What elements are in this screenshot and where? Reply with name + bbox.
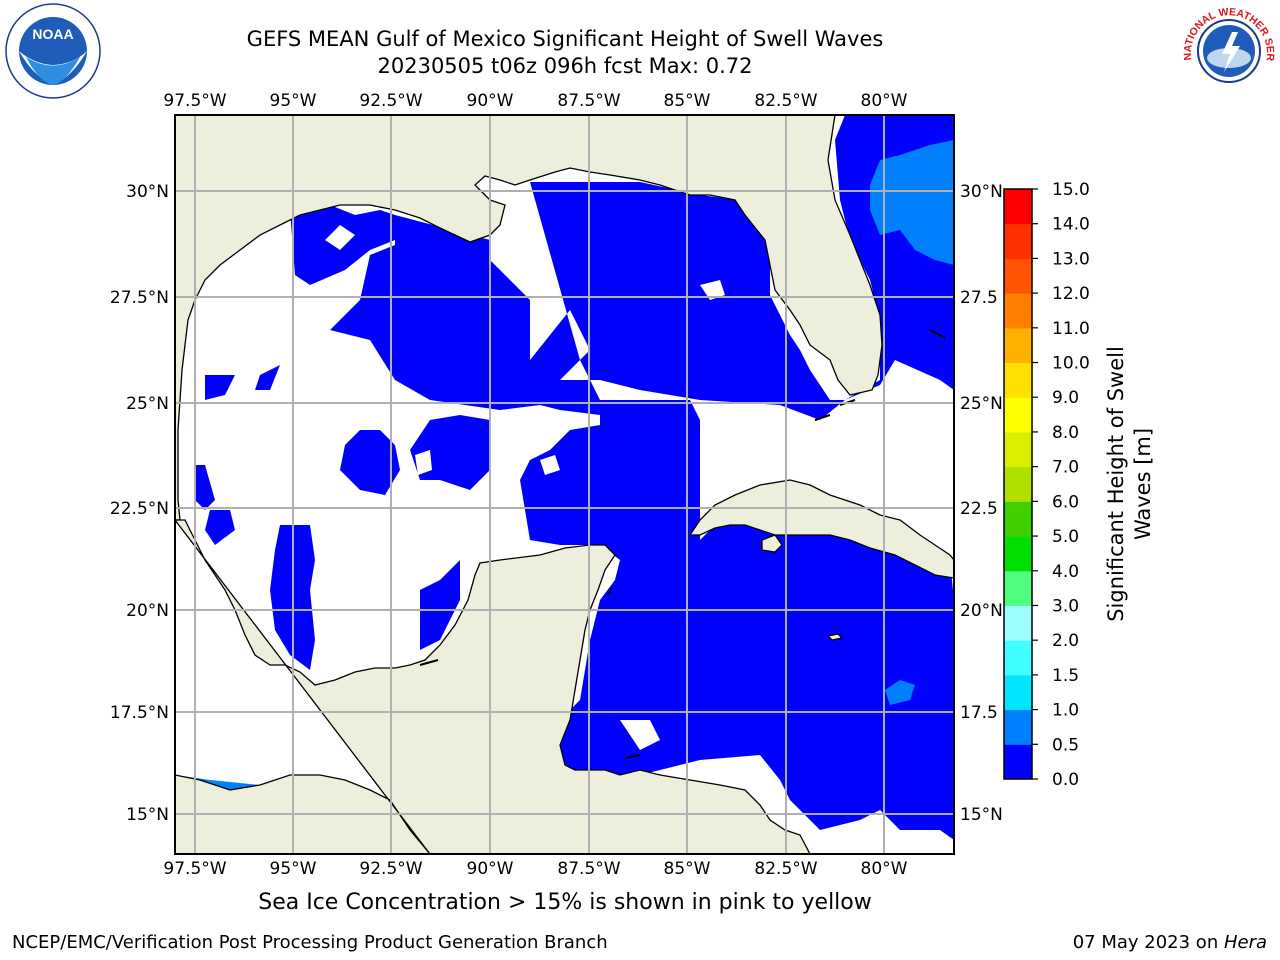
sea-ice-note: Sea Ice Concentration > 15% is shown in … xyxy=(258,890,872,915)
map-frame xyxy=(174,114,955,855)
colorbar-title-line1: Significant Height of Swell xyxy=(1104,346,1128,622)
lon-label-bottom: 95°W xyxy=(270,859,317,879)
lon-label-bottom: 87.5°W xyxy=(557,859,620,879)
colorbar-segment xyxy=(1004,258,1032,294)
land-masses xyxy=(175,115,954,854)
colorbar-tick-label: 15.0 xyxy=(1052,180,1090,200)
lat-label-left: 27.5°N xyxy=(110,288,169,308)
colorbar-segment xyxy=(1004,536,1032,572)
colorbar-tick-label: 0.5 xyxy=(1052,735,1079,755)
colorbar-segment xyxy=(1004,189,1032,225)
colorbar-segment xyxy=(1004,640,1032,676)
colorbar-tick-label: 7.0 xyxy=(1052,458,1079,478)
lat-label-right: 15°N xyxy=(960,805,1003,825)
colorbar-tick-label: 5.0 xyxy=(1052,527,1079,547)
chart-title-line1: GEFS MEAN Gulf of Mexico Significant Hei… xyxy=(246,27,884,51)
colorbar-tick-label: 1.0 xyxy=(1052,701,1079,721)
footer-host: Hera xyxy=(1223,932,1267,953)
colorbar-segment xyxy=(1004,744,1032,780)
lat-label-left: 20°N xyxy=(126,601,169,621)
colorbar-tick-label: 0.0 xyxy=(1052,770,1079,790)
colorbar-segment xyxy=(1004,397,1032,433)
colorbar-tick-label: 1.5 xyxy=(1052,666,1079,686)
lon-label-bottom: 97.5°W xyxy=(163,859,226,879)
footer-date-text: 07 May 2023 on xyxy=(1072,932,1224,953)
colorbar xyxy=(1004,189,1032,780)
colorbar-segment xyxy=(1004,709,1032,745)
colorbar-tick-label: 6.0 xyxy=(1052,492,1079,512)
lat-label-right: 27.5 xyxy=(960,288,998,308)
noaa-logo: NOAA xyxy=(5,3,101,99)
noaa-logo-text: NOAA xyxy=(32,26,73,42)
lon-label-top: 90°W xyxy=(467,91,514,111)
lon-label-bottom: 90°W xyxy=(467,859,514,879)
lat-label-left: 30°N xyxy=(126,182,169,202)
map-area xyxy=(175,115,954,854)
colorbar-tick-label: 4.0 xyxy=(1052,562,1079,582)
colorbar-tick-label: 12.0 xyxy=(1052,284,1090,304)
lat-label-left: 22.5°N xyxy=(110,499,169,519)
colorbar-segment xyxy=(1004,570,1032,606)
lat-label-right: 25°N xyxy=(960,394,1003,414)
colorbar-frame xyxy=(1003,188,1033,780)
colorbar-segment xyxy=(1004,466,1032,502)
colorbar-segment xyxy=(1004,605,1032,641)
colorbar-title-line2: Waves [m] xyxy=(1131,428,1155,540)
lon-label-top: 87.5°W xyxy=(557,91,620,111)
map-gridlines xyxy=(175,115,954,854)
colorbar-segment xyxy=(1004,501,1032,537)
lat-label-left: 15°N xyxy=(126,805,169,825)
lon-label-top: 85°W xyxy=(664,91,711,111)
colorbar-segment xyxy=(1004,362,1032,398)
lon-label-top: 97.5°W xyxy=(163,91,226,111)
footer-date: 07 May 2023 on Hera xyxy=(1073,932,1267,953)
colorbar-tick-label: 2.0 xyxy=(1052,631,1079,651)
colorbar-segment xyxy=(1004,223,1032,259)
colorbar-segment xyxy=(1004,327,1032,364)
colorbar-tick-label: 11.0 xyxy=(1052,319,1090,339)
low-swell-patches xyxy=(325,225,954,750)
colorbar-segment xyxy=(1004,431,1032,468)
lon-label-bottom: 85°W xyxy=(664,859,711,879)
colorbar-tick-label: 13.0 xyxy=(1052,249,1090,269)
colorbar-tick-label: 14.0 xyxy=(1052,215,1090,235)
lon-label-top: 95°W xyxy=(270,91,317,111)
lat-label-left: 25°N xyxy=(126,394,169,414)
lon-label-top: 80°W xyxy=(861,91,908,111)
lon-label-top: 92.5°W xyxy=(359,91,422,111)
lat-label-left: 17.5°N xyxy=(110,703,169,723)
chart-title-line2: 20230505 t06z 096h fcst Max: 0.72 xyxy=(377,54,753,78)
colorbar-tick-label: 9.0 xyxy=(1052,388,1079,408)
lon-label-bottom: 80°W xyxy=(861,859,908,879)
colorbar-tick-label: 3.0 xyxy=(1052,596,1079,616)
lat-label-right: 20°N xyxy=(960,601,1003,621)
lon-label-bottom: 92.5°W xyxy=(359,859,422,879)
colorbar-segment xyxy=(1004,293,1032,329)
lon-label-bottom: 82.5°W xyxy=(754,859,817,879)
lat-label-right: 17.5 xyxy=(960,703,998,723)
colorbar-segment xyxy=(1004,674,1032,711)
nws-logo: NATIONAL WEATHER SERVICE xyxy=(1180,2,1276,98)
colorbar-ticks: 0.0 0.5 1.0 1.5 2.0 3.0 4.0 5.0 6.0 7.0 8.0 9.0 10.0… xyxy=(1032,180,1090,790)
colorbar-tick-label: 10.0 xyxy=(1052,354,1090,374)
colorbar-tick-label: 8.0 xyxy=(1052,423,1079,443)
footer-credit: NCEP/EMC/Verification Post Processing Pr… xyxy=(12,932,608,953)
lat-label-right: 22.5 xyxy=(960,499,998,519)
lon-label-top: 82.5°W xyxy=(754,91,817,111)
lat-label-right: 30°N xyxy=(960,182,1003,202)
